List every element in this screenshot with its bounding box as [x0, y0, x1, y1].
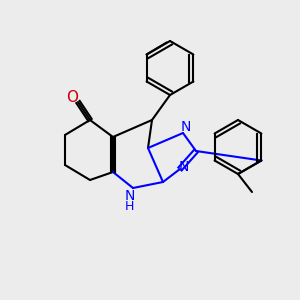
Text: H: H [124, 200, 134, 212]
Text: N: N [181, 120, 191, 134]
Text: O: O [66, 91, 78, 106]
Text: N: N [125, 189, 135, 203]
Text: N: N [179, 160, 189, 174]
